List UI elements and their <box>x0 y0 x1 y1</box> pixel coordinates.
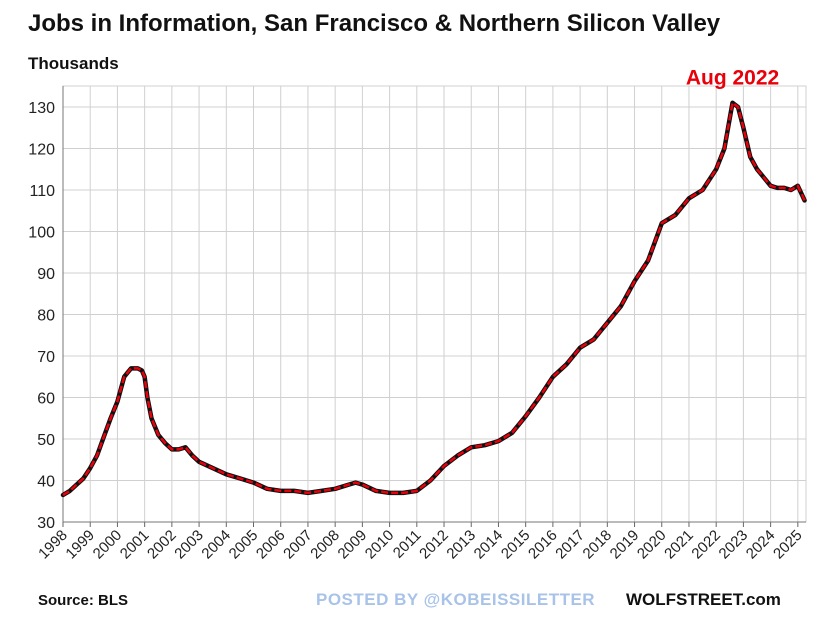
x-tick-label: 2015 <box>498 527 534 563</box>
x-tick-label: 2002 <box>144 527 180 563</box>
y-tick-label: 30 <box>37 515 55 532</box>
chart-subtitle: Thousands <box>28 54 119 73</box>
x-tick-label: 2017 <box>552 527 588 563</box>
x-tick-label: 1998 <box>35 527 71 563</box>
x-tick-label: 2001 <box>117 527 153 563</box>
x-tick-label: 2011 <box>390 527 425 562</box>
x-tick-label: 2010 <box>362 527 398 563</box>
x-tick-label: 2020 <box>634 527 670 563</box>
x-tick-label: 2006 <box>253 527 289 563</box>
x-tick-label: 2014 <box>471 527 507 563</box>
x-tick-label: 2003 <box>171 527 207 563</box>
y-tick-label: 130 <box>28 100 55 117</box>
x-tick-label: 2005 <box>226 527 262 563</box>
x-tick-label: 2019 <box>607 527 643 563</box>
y-tick-label: 80 <box>37 308 55 325</box>
x-tick-label: 2025 <box>770 527 806 563</box>
x-tick-label: 1999 <box>62 527 98 563</box>
x-tick-label: 2022 <box>688 527 724 563</box>
x-tick-label: 2008 <box>307 527 343 563</box>
y-tick-label: 120 <box>28 142 55 159</box>
x-tick-label: 2012 <box>416 527 452 563</box>
y-tick-label: 70 <box>37 349 55 366</box>
posted-by-watermark: POSTED BY @KOBEISSILETTER <box>316 590 596 609</box>
x-tick-label: 2013 <box>443 527 479 563</box>
x-tick-label: 2023 <box>716 527 752 563</box>
y-tick-label: 50 <box>37 432 55 449</box>
x-tick-label: 2007 <box>280 527 316 563</box>
y-tick-label: 40 <box>37 474 55 491</box>
x-tick-label: 2021 <box>661 527 697 563</box>
y-tick-label: 60 <box>37 391 55 408</box>
peak-annotation: Aug 2022 <box>686 67 779 90</box>
chart-title: Jobs in Information, San Francisco & Nor… <box>28 10 721 37</box>
x-tick-label: 2016 <box>525 527 561 563</box>
x-tick-label: 2024 <box>743 527 779 563</box>
y-tick-label: 100 <box>28 225 55 242</box>
source-label: Source: BLS <box>38 592 129 609</box>
y-tick-label: 110 <box>29 183 55 200</box>
series-line-shadow <box>60 100 807 498</box>
plot-area <box>62 85 807 523</box>
x-tick-label: 2009 <box>335 527 371 563</box>
x-tick-label: 2018 <box>580 527 616 563</box>
x-tick-label: 2004 <box>199 527 235 563</box>
x-tick-label: 2000 <box>90 527 126 563</box>
site-label: WOLFSTREET.com <box>626 590 781 609</box>
y-tick-label: 90 <box>37 266 55 283</box>
series-line <box>62 101 806 497</box>
